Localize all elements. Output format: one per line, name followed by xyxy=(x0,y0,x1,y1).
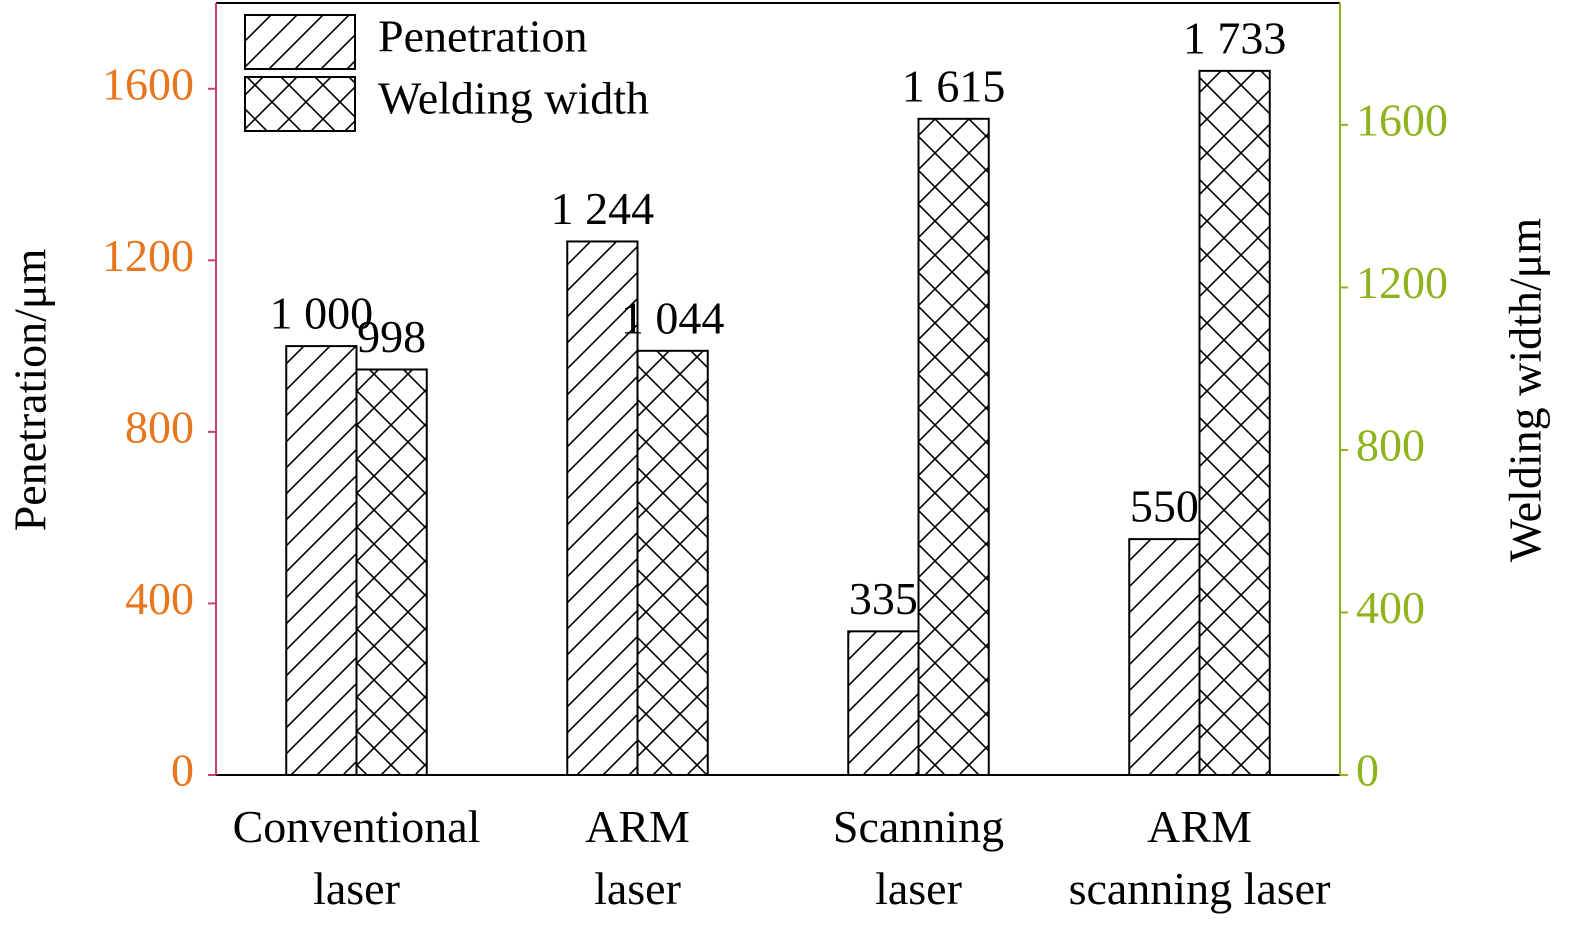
bar xyxy=(847,630,920,776)
bar xyxy=(1198,69,1271,776)
value-label: 998 xyxy=(357,311,426,362)
y2-tick-label: 1600 xyxy=(1356,94,1448,145)
x-tick-label: Scanning laser xyxy=(832,801,1005,914)
legend-label: Penetration xyxy=(378,11,588,62)
legend-swatch xyxy=(244,14,356,70)
y-tick-label: 1200 xyxy=(102,230,194,281)
y-axis-label: Penetration/μm xyxy=(5,248,56,531)
legend-label: Welding width xyxy=(378,73,649,124)
bar xyxy=(917,117,990,777)
y2-tick-label: 1200 xyxy=(1356,257,1448,308)
x-tick-label: ARM scanning laser xyxy=(1068,801,1331,914)
bar xyxy=(1128,538,1201,776)
value-label: 1 244 xyxy=(551,183,655,234)
y-tick-label: 800 xyxy=(125,401,194,452)
legend-swatch xyxy=(244,76,356,132)
bar xyxy=(285,345,358,776)
bar xyxy=(566,240,639,776)
value-label: 335 xyxy=(849,573,918,624)
x-tick-label: ARM laser xyxy=(585,801,690,914)
y2-tick-label: 800 xyxy=(1356,420,1425,471)
bar xyxy=(636,349,709,776)
x-tick-label: Conventional laser xyxy=(232,801,481,914)
bar xyxy=(355,368,428,776)
value-label: 1 733 xyxy=(1183,12,1287,63)
y-tick-label: 400 xyxy=(125,573,194,624)
y-tick-label: 0 xyxy=(171,745,194,796)
y2-tick-label: 400 xyxy=(1356,582,1425,633)
y2-tick-label: 0 xyxy=(1356,745,1379,796)
value-label: 550 xyxy=(1130,481,1199,532)
value-label: 1 000 xyxy=(270,288,374,339)
value-label: 1 615 xyxy=(902,60,1006,111)
value-label: 1 044 xyxy=(621,292,725,343)
y-tick-label: 1600 xyxy=(102,58,194,109)
y2-axis-label: Welding width/μm xyxy=(1500,218,1551,562)
